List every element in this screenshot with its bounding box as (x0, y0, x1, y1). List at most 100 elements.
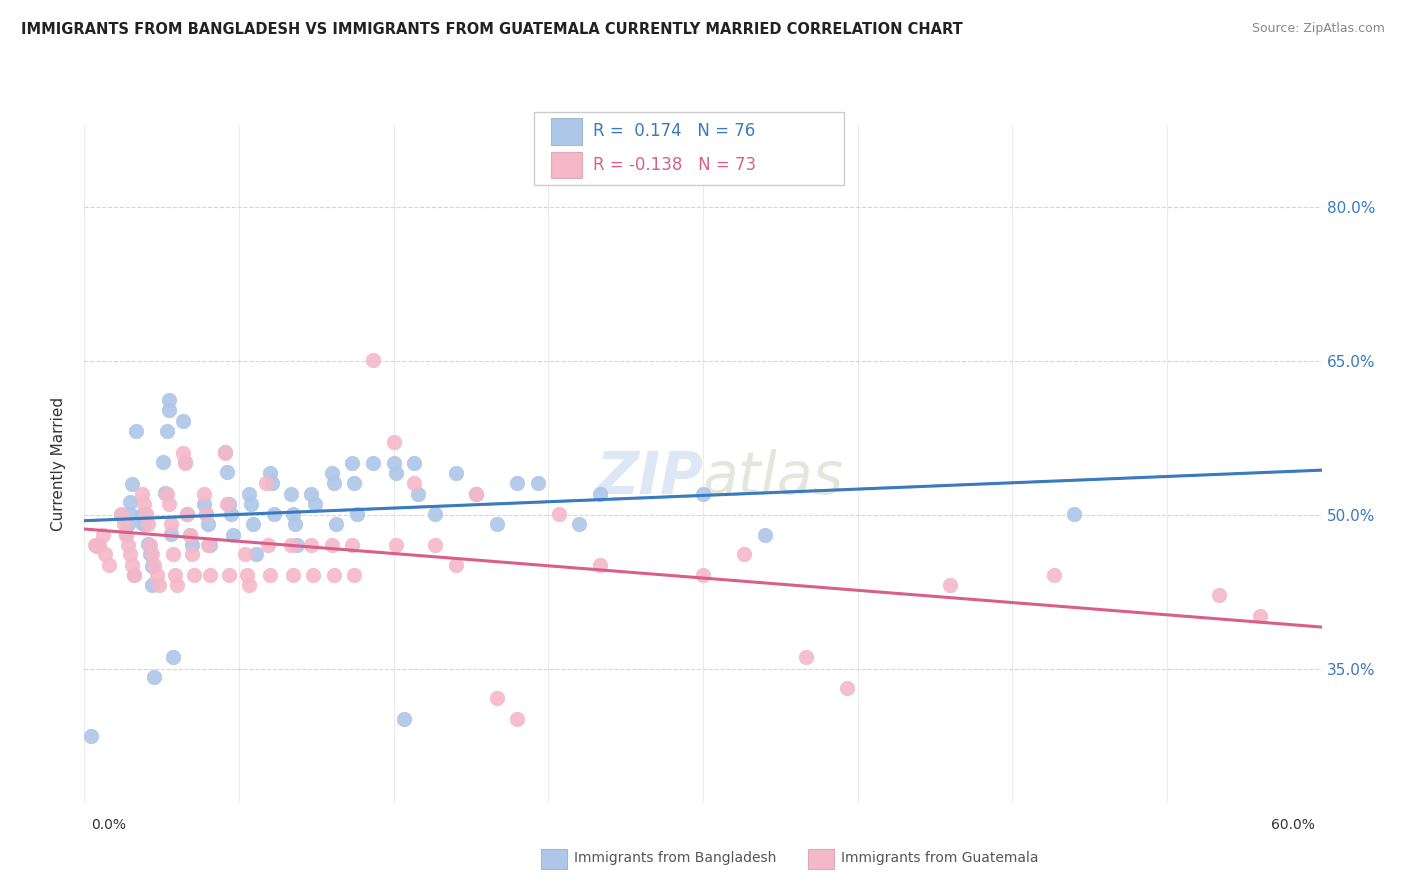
Point (131, 508, 153, 523)
Point (692, 567, 714, 582)
Point (162, 649, 184, 664)
Point (263, 507, 285, 521)
Point (733, 547, 755, 561)
Point (110, 508, 132, 523)
Point (236, 567, 259, 582)
Point (180, 547, 202, 561)
Point (837, 681, 859, 695)
Point (299, 538, 322, 552)
Point (322, 567, 344, 582)
Point (157, 393, 180, 408)
Point (122, 567, 145, 582)
Point (361, 353, 384, 368)
Point (134, 497, 156, 511)
Point (143, 558, 166, 572)
Point (485, 517, 508, 532)
Point (141, 578, 163, 592)
Point (198, 567, 221, 582)
Point (112, 517, 135, 532)
Point (174, 456, 197, 470)
Point (121, 477, 143, 491)
Point (176, 507, 198, 521)
Point (87, 538, 110, 552)
Point (444, 466, 467, 480)
Point (259, 567, 281, 582)
Point (254, 476, 277, 491)
Point (218, 497, 240, 511)
Point (136, 517, 159, 532)
Point (342, 456, 364, 470)
Text: ZIP: ZIP (596, 449, 703, 506)
Point (214, 444, 236, 458)
Point (285, 538, 308, 552)
Point (153, 485, 176, 500)
Point (165, 567, 187, 582)
Point (131, 516, 153, 531)
Text: IMMIGRANTS FROM BANGLADESH VS IMMIGRANTS FROM GUATEMALA CURRENTLY MARRIED CORREL: IMMIGRANTS FROM BANGLADESH VS IMMIGRANTS… (21, 22, 963, 37)
Point (382, 435, 405, 450)
Point (343, 567, 366, 582)
Point (198, 538, 221, 552)
Point (156, 424, 179, 438)
Point (145, 567, 167, 582)
Text: Immigrants from Guatemala: Immigrants from Guatemala (841, 851, 1038, 865)
Point (79, 729, 101, 743)
Point (172, 445, 194, 459)
Point (114, 526, 136, 541)
Point (156, 486, 179, 500)
Y-axis label: Currently Married: Currently Married (51, 397, 66, 531)
Point (238, 578, 260, 592)
Point (117, 538, 139, 552)
Point (444, 558, 467, 572)
Point (179, 527, 201, 541)
Point (240, 497, 263, 511)
Point (299, 486, 322, 500)
Point (176, 507, 198, 521)
Point (692, 486, 714, 500)
Point (1063, 507, 1085, 521)
Point (110, 507, 132, 521)
Point (408, 486, 430, 500)
Point (754, 527, 776, 541)
Point (139, 538, 162, 552)
Point (1208, 588, 1230, 602)
Point (222, 527, 245, 541)
Point (321, 538, 343, 552)
Point (322, 476, 344, 491)
Point (117, 517, 139, 532)
Point (98, 558, 121, 572)
Point (134, 517, 156, 532)
Point (131, 486, 153, 500)
Point (114, 527, 136, 541)
Point (160, 517, 183, 532)
Point (284, 517, 307, 532)
Point (135, 508, 157, 523)
Point (162, 547, 184, 561)
Point (118, 547, 141, 561)
Point (139, 547, 162, 561)
Point (122, 567, 145, 582)
Point (343, 476, 366, 491)
Point (568, 517, 591, 532)
Point (302, 567, 325, 582)
Point (506, 712, 529, 726)
Point (179, 527, 201, 541)
Point (157, 403, 180, 417)
Point (280, 486, 302, 500)
Point (183, 567, 205, 582)
Point (361, 456, 384, 470)
Point (193, 486, 215, 500)
Point (94, 547, 117, 561)
Point (1249, 608, 1271, 623)
Point (404, 456, 426, 470)
Point (245, 547, 267, 561)
Point (465, 486, 488, 500)
Point (141, 547, 163, 561)
Point (166, 578, 188, 592)
Point (125, 424, 148, 438)
Point (218, 567, 240, 582)
Point (160, 526, 183, 541)
Point (304, 497, 326, 511)
Point (589, 486, 612, 500)
Point (506, 476, 529, 491)
